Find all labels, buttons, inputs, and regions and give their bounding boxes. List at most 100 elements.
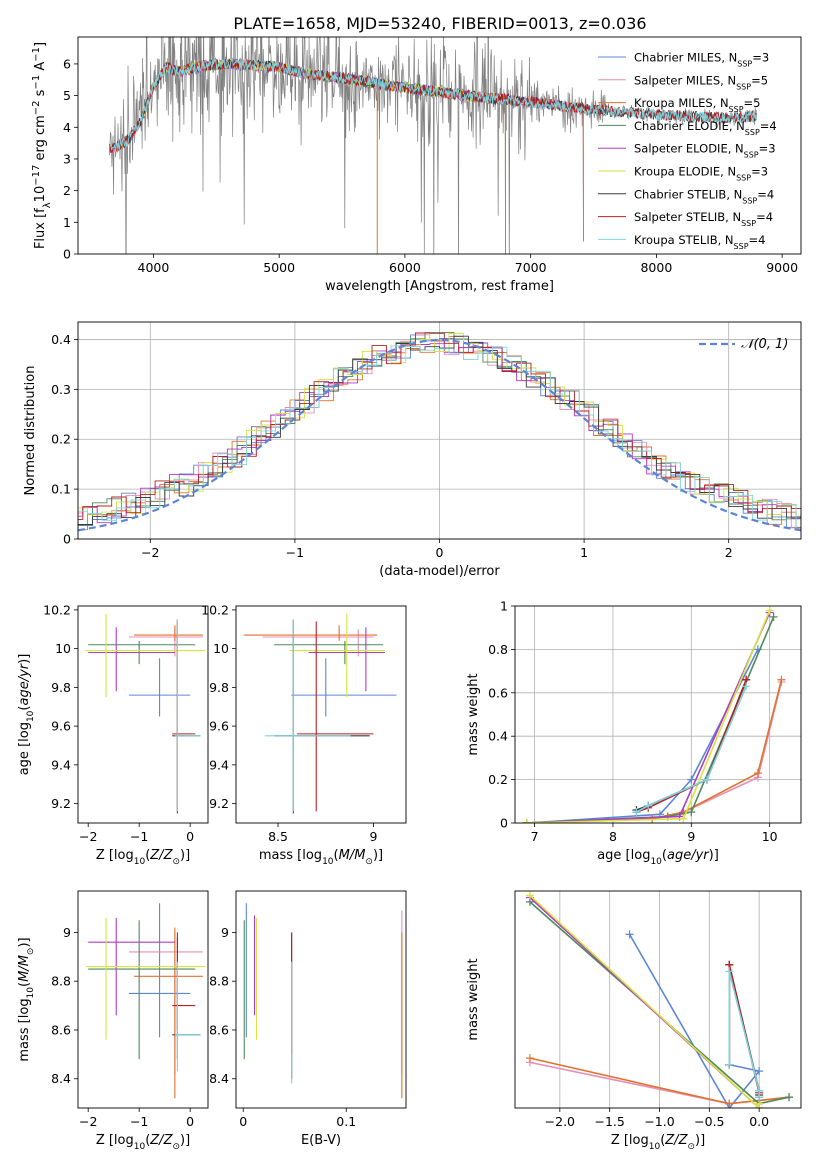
x-tick-label: 5000 <box>263 260 295 275</box>
legend-entry: Chabrier STELIB, NSSP=4 <box>634 187 774 205</box>
label-part: Salpeter STELIB, N <box>634 210 741 224</box>
y-tick-label: 0.2 <box>488 772 508 787</box>
residual-histograms <box>78 331 801 532</box>
label-part: Flux [f <box>33 208 48 249</box>
y-tick-label: 0.3 <box>51 382 71 397</box>
label-part: age [log <box>17 722 32 775</box>
x-tick-label: 6000 <box>389 260 421 275</box>
model-spectrum-line <box>108 58 758 153</box>
mass-weight-marker <box>725 1099 734 1108</box>
residual-histogram-line <box>78 335 801 531</box>
x-tick-label: 9 <box>370 829 378 844</box>
mass-weight-marker <box>525 1054 534 1063</box>
label-part: ( <box>145 1133 150 1148</box>
x-tick-label: −2 <box>79 1114 97 1129</box>
y-tick-label: 8.6 <box>51 1022 71 1037</box>
errorbar-group <box>85 903 206 1099</box>
mass-weight-lines <box>522 606 786 823</box>
y-tick-label: 0.1 <box>51 482 71 497</box>
mass-weight-marker <box>785 1093 794 1102</box>
y-tick-label: 3 <box>63 151 71 166</box>
label-part: ( <box>145 848 150 863</box>
label-part: M <box>354 848 365 863</box>
label-part: mass [log <box>259 848 322 863</box>
label-part: )] <box>695 1133 705 1148</box>
label-part: Kroupa STELIB, N <box>634 233 734 247</box>
label-part: =4 <box>760 119 777 133</box>
label-part: 10 <box>134 857 146 867</box>
label-part: ⊙ <box>687 1142 695 1152</box>
axes-mass-weight-vs-Z: −2.0 −1.5 −1.0 −0.5 0.0 <box>545 891 769 1129</box>
label-part: Z/ <box>664 1133 680 1148</box>
y-tick-label: 0 <box>63 532 71 547</box>
label-part: =3 <box>751 165 768 179</box>
axes-frame <box>77 321 802 540</box>
x-tick-label: −1 <box>130 829 148 844</box>
label-part: ] <box>33 42 48 47</box>
label-part: Salpeter ELODIE, N <box>634 142 744 156</box>
figure-title: PLATE=1658, MJD=53240, FIBERID=0013, z=0… <box>233 14 646 33</box>
x-tick-label: −2 <box>79 829 97 844</box>
mass-weight-line <box>636 679 747 813</box>
label-part: Chabrier ELODIE, N <box>634 119 745 133</box>
y-axis-label: mass weight <box>466 958 481 1040</box>
label-part: −2 <box>31 100 42 115</box>
x-axis-label: age [log10(age/yr)] <box>597 848 719 867</box>
label-part: SSP <box>744 150 759 159</box>
label-part: M/ <box>339 848 356 863</box>
label-part: Z <box>163 1133 174 1148</box>
residual-histogram-line <box>78 334 801 529</box>
y-tick-label: 9.4 <box>209 757 229 772</box>
label-part: )] <box>180 1133 190 1148</box>
legend-entry: Salpeter MILES, NSSP=5 <box>634 73 768 91</box>
y-tick-label: 10.2 <box>201 602 229 617</box>
label-part: SSP <box>745 127 760 136</box>
label-part: =4 <box>756 210 773 224</box>
y-tick-label: 9.2 <box>209 796 229 811</box>
y-tick-label: 0.2 <box>51 432 71 447</box>
x-tick-label: 7000 <box>515 260 547 275</box>
label-part: ( <box>17 982 32 987</box>
mass-weight-marker <box>648 814 657 823</box>
mass-weight-lines <box>525 891 794 1108</box>
mass-weight-marker <box>725 967 734 976</box>
mass-weight-marker <box>753 769 762 778</box>
x-tick-label: 0 <box>186 829 194 844</box>
x-axis-label: wavelength [Angstrom, rest frame] <box>325 279 554 294</box>
errorbar-group <box>243 903 403 1099</box>
label-part: ( <box>662 848 667 863</box>
y-axis-label: mass [log10(M/M⊙)] <box>17 937 36 1061</box>
y-tick-label: 0 <box>63 247 71 262</box>
label-part: age/yr <box>667 848 710 863</box>
y-axis-label: mass weight <box>466 673 481 755</box>
y-tick-label: 9.8 <box>51 680 71 695</box>
y-tick-label: 0 <box>500 816 508 831</box>
label-part: Z [log <box>96 848 134 863</box>
x-tick-label: 8000 <box>640 260 672 275</box>
label-part: ⊙ <box>172 1142 180 1152</box>
y-tick-label: 8.8 <box>209 974 229 989</box>
x-tick-label: 10 <box>762 829 778 844</box>
label-part: SSP <box>734 241 749 250</box>
mass-weight-marker <box>755 1067 764 1076</box>
x-tick-label: 4000 <box>138 260 170 275</box>
label-part: 10 <box>26 710 36 722</box>
label-part: ⊙ <box>172 857 180 867</box>
label-part: A <box>33 62 48 75</box>
model-spectrum-line <box>140 58 506 242</box>
mass-weight-marker <box>755 1093 764 1102</box>
axes-frame <box>77 605 209 824</box>
legend-entry: Salpeter ELODIE, NSSP=3 <box>634 142 776 160</box>
x-tick-label: 0 <box>239 1114 247 1129</box>
mass-weight-marker <box>687 775 696 784</box>
label-part: ( <box>660 1133 665 1148</box>
mass-weight-line <box>636 685 747 813</box>
y-tick-label: 0.4 <box>488 729 508 744</box>
model-spectrum-line <box>140 58 506 242</box>
residual-histogram-line <box>78 332 801 520</box>
residual-histogram-line <box>78 335 801 529</box>
x-axis-label: (data-model)/error <box>379 564 500 579</box>
data-spectrum-line <box>109 37 758 254</box>
mass-weight-line <box>529 894 760 1108</box>
